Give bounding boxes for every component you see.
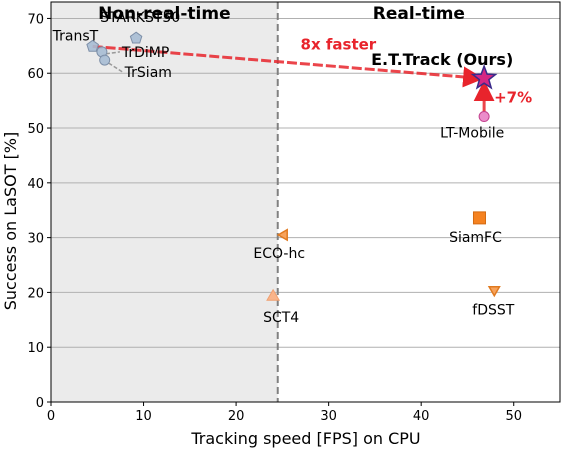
y-tick-label: 60 [27, 67, 44, 82]
label-trdimp: TrDiMP [121, 45, 169, 61]
label-e-t-track-ours: E.T.Track (Ours) [371, 50, 513, 69]
x-tick-label: 20 [228, 409, 245, 424]
y-tick-label: 0 [36, 396, 44, 411]
plot-frame [50, 1, 561, 403]
x-axis-label: Tracking speed [FPS] on CPU [190, 429, 420, 448]
x-tick-label: 10 [135, 409, 152, 424]
label-fdsst: fDSST [472, 303, 514, 319]
marker-sct4 [266, 288, 281, 301]
label-guide [108, 62, 124, 73]
y-tick-label: 10 [27, 341, 44, 356]
annotation-arrows [92, 44, 495, 112]
annotation-gain: +7% [494, 88, 532, 106]
x-tick-label: 50 [505, 409, 522, 424]
marker-fdsst [487, 285, 501, 298]
annotation-labels: 8x faster +7% [301, 35, 533, 106]
label-trsiam: TrSiam [124, 65, 172, 81]
y-tick-label: 40 [27, 177, 44, 192]
grid-lines [51, 17, 560, 348]
x-tick-label: 30 [320, 409, 337, 424]
y-tick-label: 30 [27, 232, 44, 247]
axis-ticks: 0 10 20 30 40 50 0 10 20 30 40 50 60 70 [27, 12, 522, 424]
label-sct4: SCT4 [263, 310, 299, 326]
region-label-real-time: Real-time [373, 4, 465, 24]
label-lt-mobile: LT-Mobile [440, 126, 504, 142]
marker-transt [86, 39, 99, 52]
y-axis-label: Success on LaSOT [%] [1, 132, 20, 311]
x-tick-label: 0 [47, 409, 55, 424]
annotation-speedup: 8x faster [301, 35, 377, 53]
label-guide [105, 51, 121, 55]
marker-lt-mobile [478, 111, 490, 123]
label-starkst50: STARKST50 [100, 10, 180, 26]
marker-trsiam [99, 54, 111, 66]
data-points [86, 31, 501, 301]
region-label-non-real-time: Non-real-time [98, 4, 231, 24]
marker-eco-hc [276, 228, 288, 242]
y-tick-label: 20 [27, 286, 44, 301]
label-guides [105, 51, 124, 73]
label-eco-hc: ECO-hc [253, 246, 305, 262]
non-real-time-region [51, 2, 278, 402]
marker-siamfc [472, 211, 486, 225]
label-transt: TransT [52, 28, 99, 44]
marker-e-t-track-ours [470, 64, 498, 90]
marker-starkst50 [129, 31, 143, 44]
y-tick-label: 70 [27, 12, 44, 27]
y-tick-label: 50 [27, 122, 44, 137]
label-siamfc: SiamFC [449, 230, 502, 246]
x-tick-label: 40 [413, 409, 430, 424]
